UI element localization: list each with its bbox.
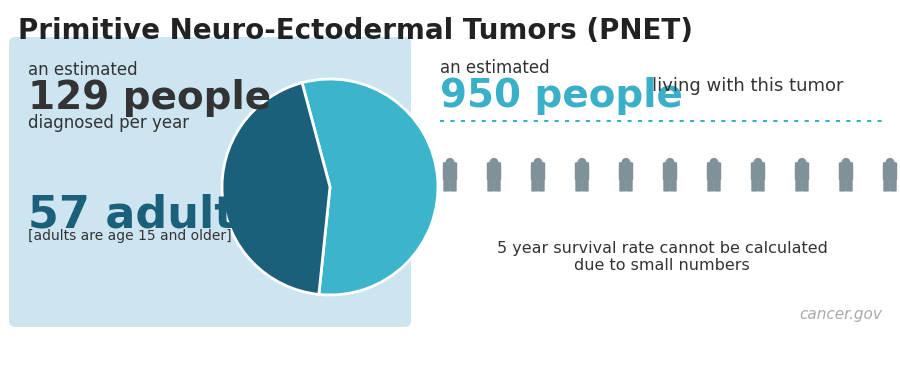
Text: 950 people: 950 people — [440, 77, 683, 115]
FancyBboxPatch shape — [619, 162, 634, 180]
FancyBboxPatch shape — [883, 162, 897, 180]
FancyBboxPatch shape — [487, 162, 501, 180]
FancyBboxPatch shape — [662, 162, 677, 180]
FancyBboxPatch shape — [846, 178, 852, 192]
Text: diagnosed per year: diagnosed per year — [28, 114, 189, 132]
Circle shape — [578, 158, 587, 167]
Circle shape — [842, 158, 850, 167]
Text: cancer.gov: cancer.gov — [799, 307, 882, 322]
FancyBboxPatch shape — [575, 162, 590, 180]
FancyBboxPatch shape — [444, 178, 450, 192]
FancyBboxPatch shape — [751, 162, 765, 180]
Text: 57 adults: 57 adults — [28, 194, 262, 237]
Circle shape — [534, 158, 543, 167]
Circle shape — [622, 158, 631, 167]
FancyBboxPatch shape — [443, 162, 457, 180]
Circle shape — [709, 158, 718, 167]
FancyBboxPatch shape — [796, 178, 802, 192]
Circle shape — [886, 158, 895, 167]
FancyBboxPatch shape — [706, 162, 721, 180]
Text: 5 year survival rate cannot be calculated
due to small numbers: 5 year survival rate cannot be calculate… — [497, 241, 827, 273]
FancyBboxPatch shape — [883, 178, 890, 192]
Text: Primitive Neuro-Ectodermal Tumors (PNET): Primitive Neuro-Ectodermal Tumors (PNET) — [18, 17, 693, 45]
FancyBboxPatch shape — [582, 178, 589, 192]
FancyBboxPatch shape — [707, 178, 714, 192]
FancyBboxPatch shape — [890, 178, 896, 192]
Wedge shape — [302, 79, 438, 295]
Circle shape — [446, 158, 454, 167]
Text: an estimated: an estimated — [28, 61, 138, 79]
Text: [adults are age 15 and older]: [adults are age 15 and older] — [28, 229, 231, 243]
Text: an estimated: an estimated — [440, 59, 550, 77]
FancyBboxPatch shape — [758, 178, 765, 192]
FancyBboxPatch shape — [450, 178, 456, 192]
Text: living with this tumor: living with this tumor — [652, 77, 843, 95]
Circle shape — [665, 158, 674, 167]
FancyBboxPatch shape — [575, 178, 582, 192]
FancyBboxPatch shape — [663, 178, 670, 192]
FancyBboxPatch shape — [795, 162, 809, 180]
FancyBboxPatch shape — [626, 178, 633, 192]
FancyBboxPatch shape — [619, 178, 625, 192]
FancyBboxPatch shape — [487, 178, 494, 192]
FancyBboxPatch shape — [839, 162, 853, 180]
Circle shape — [797, 158, 806, 167]
Wedge shape — [222, 83, 330, 294]
Circle shape — [490, 158, 499, 167]
FancyBboxPatch shape — [840, 178, 846, 192]
FancyBboxPatch shape — [752, 178, 758, 192]
FancyBboxPatch shape — [494, 178, 500, 192]
FancyBboxPatch shape — [538, 178, 544, 192]
FancyBboxPatch shape — [9, 37, 411, 327]
FancyBboxPatch shape — [802, 178, 809, 192]
Circle shape — [753, 158, 762, 167]
Text: 129 people: 129 people — [28, 79, 271, 117]
FancyBboxPatch shape — [714, 178, 721, 192]
FancyBboxPatch shape — [531, 162, 545, 180]
FancyBboxPatch shape — [670, 178, 677, 192]
FancyBboxPatch shape — [531, 178, 538, 192]
